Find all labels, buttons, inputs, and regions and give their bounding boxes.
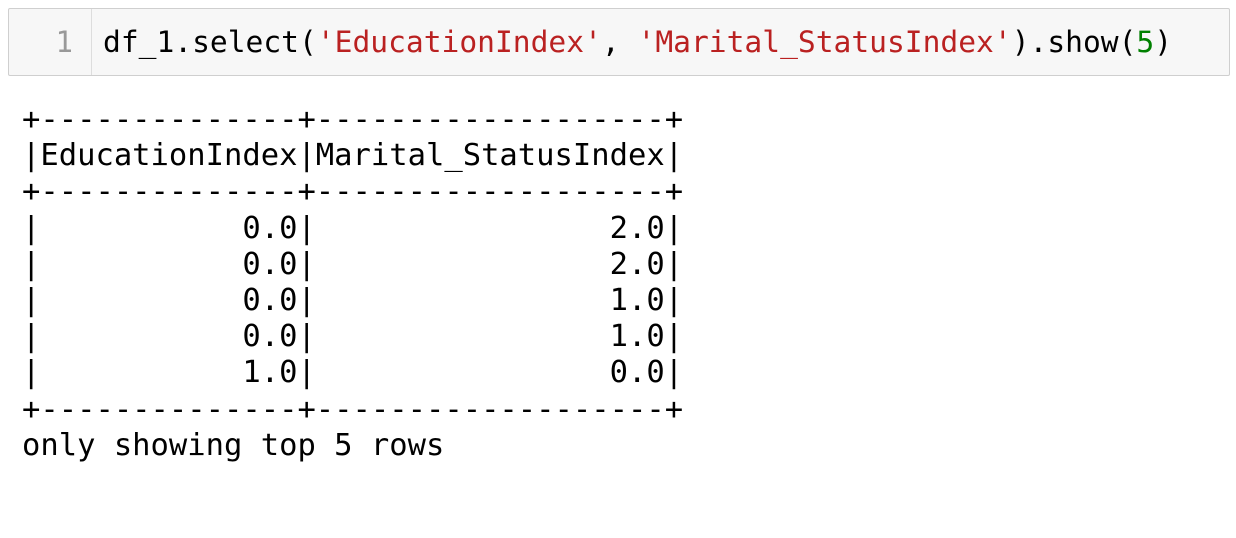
output-line: | 0.0| 1.0|: [22, 282, 684, 318]
code-number: 5: [1136, 25, 1155, 59]
code-token: df_1.select(: [103, 25, 317, 59]
output-line: +--------------+-------------------+: [22, 391, 684, 427]
code-cell[interactable]: 1 df_1.select('EducationIndex', 'Marital…: [8, 8, 1230, 76]
output-line: | 0.0| 2.0|: [22, 210, 684, 246]
output-line: only showing top 5 rows: [22, 427, 445, 463]
cell-output: +--------------+-------------------+ |Edu…: [22, 102, 683, 464]
code-token: ).show(: [1011, 25, 1137, 59]
output-line: +--------------+-------------------+: [22, 102, 684, 137]
output-line: | 0.0| 2.0|: [22, 246, 684, 282]
output-line: | 1.0| 0.0|: [22, 355, 684, 391]
line-number: 1: [55, 25, 73, 59]
output-line: |EducationIndex|Marital_StatusIndex|: [22, 138, 684, 174]
code-line: df_1.select('EducationIndex', 'Marital_S…: [103, 9, 1172, 75]
gutter: 1: [9, 9, 92, 75]
code-token: ,: [601, 25, 638, 59]
code-string: 'Marital_StatusIndex': [637, 25, 1012, 59]
code-token: ): [1154, 25, 1173, 59]
output-line: +--------------+-------------------+: [22, 174, 684, 210]
code-string: 'EducationIndex': [316, 25, 602, 59]
output-line: | 0.0| 1.0|: [22, 319, 684, 355]
